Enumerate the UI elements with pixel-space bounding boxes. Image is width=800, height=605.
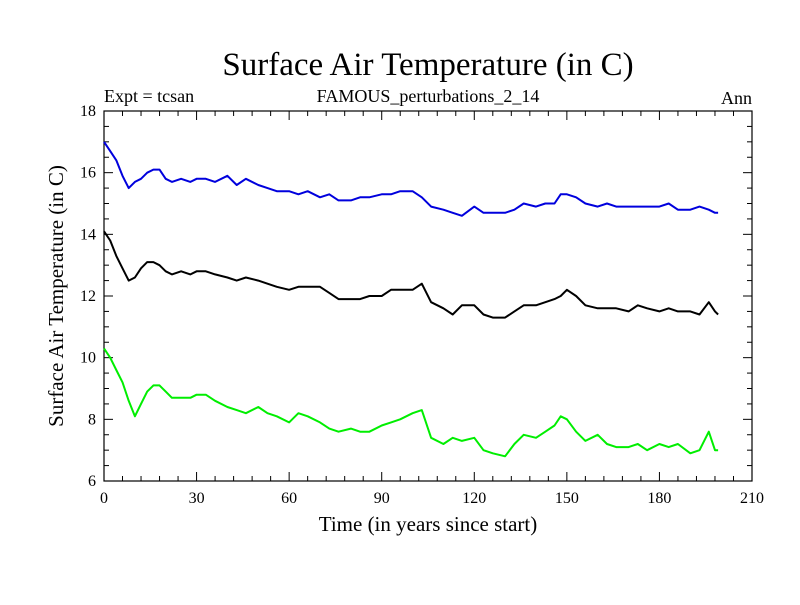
y-tick-label: 6	[88, 473, 96, 490]
series-line-middle	[103, 230, 719, 319]
chart-subtitle-left: Expt = tcsan	[104, 86, 194, 106]
x-tick-label: 180	[647, 490, 671, 507]
y-tick-label: 16	[80, 165, 96, 182]
y-tick-label: 18	[80, 103, 96, 120]
y-tick-label: 14	[80, 226, 96, 243]
x-tick-label: 30	[189, 490, 205, 507]
x-tick-label: 120	[462, 490, 486, 507]
series-layer	[103, 141, 719, 458]
chart-subtitle-center: FAMOUS_perturbations_2_14	[317, 86, 540, 106]
axis-ticks: 0 30 60 90 120 150 180 210 6 8 10 12 14 16 18	[80, 103, 764, 507]
x-tick-label: 90	[374, 490, 390, 507]
x-tick-label: 60	[281, 490, 297, 507]
y-axis-label: Surface Air Temperature (in C)	[44, 165, 68, 427]
chart-subtitle-right: Ann	[721, 88, 752, 108]
y-tick-label: 8	[88, 411, 96, 428]
series-line-lower	[103, 347, 719, 458]
x-tick-label: 0	[100, 490, 108, 507]
y-tick-label: 12	[80, 288, 96, 305]
y-tick-label: 10	[80, 350, 96, 367]
x-axis-label: Time (in years since start)	[319, 512, 538, 536]
x-tick-label: 210	[740, 490, 764, 507]
chart-title: Surface Air Temperature (in C)	[222, 47, 633, 83]
series-line-upper	[103, 141, 719, 217]
x-tick-label: 150	[555, 490, 579, 507]
